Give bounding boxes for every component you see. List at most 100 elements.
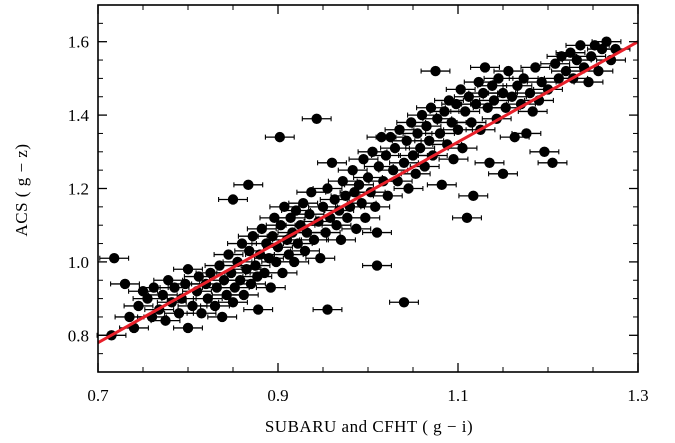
data-point bbox=[450, 106, 481, 117]
x-tick-label: 1.3 bbox=[627, 386, 648, 405]
point-marker bbox=[320, 227, 331, 238]
data-point bbox=[204, 260, 235, 271]
data-point bbox=[372, 190, 403, 202]
point-marker bbox=[322, 183, 333, 194]
data-point bbox=[186, 308, 217, 319]
point-marker bbox=[277, 267, 288, 279]
data-point bbox=[511, 128, 542, 139]
data-point bbox=[573, 76, 604, 88]
point-marker bbox=[274, 131, 285, 143]
data-point bbox=[296, 186, 327, 198]
point-marker bbox=[524, 87, 536, 99]
tick-labels: 0.7 0.9 1.1 1.3 0.8 1.0 1.2 1.4 1.6 bbox=[68, 33, 649, 405]
point-marker bbox=[244, 245, 255, 257]
point-marker bbox=[241, 264, 252, 275]
point-marker bbox=[236, 238, 248, 249]
point-marker bbox=[370, 201, 381, 213]
data-point bbox=[425, 128, 455, 139]
data-point bbox=[438, 153, 469, 165]
point-marker bbox=[335, 234, 347, 246]
point-marker bbox=[187, 300, 198, 312]
data-point bbox=[312, 304, 343, 315]
point-marker bbox=[308, 234, 320, 246]
data-point bbox=[360, 201, 391, 213]
point-marker bbox=[373, 161, 384, 172]
point-marker bbox=[133, 300, 144, 312]
data-point bbox=[305, 253, 336, 264]
data-point bbox=[344, 179, 374, 191]
data-point bbox=[219, 282, 250, 293]
data-point bbox=[362, 260, 392, 271]
data-point bbox=[348, 153, 379, 165]
data-point bbox=[357, 146, 388, 157]
point-marker bbox=[530, 62, 541, 73]
point-marker bbox=[452, 124, 464, 135]
point-marker bbox=[119, 278, 131, 290]
point-marker bbox=[403, 183, 414, 194]
point-marker bbox=[358, 153, 369, 165]
point-marker bbox=[424, 135, 435, 146]
point-marker bbox=[173, 308, 185, 319]
data-point bbox=[447, 142, 478, 154]
data-point bbox=[341, 223, 372, 235]
point-marker bbox=[160, 315, 171, 326]
point-marker bbox=[306, 186, 317, 198]
data-point bbox=[290, 245, 320, 257]
point-marker bbox=[351, 223, 362, 235]
point-marker bbox=[382, 190, 393, 202]
point-marker bbox=[223, 249, 234, 260]
data-point bbox=[301, 113, 332, 124]
point-marker bbox=[398, 157, 410, 169]
data-point bbox=[458, 190, 489, 202]
point-marker bbox=[439, 106, 450, 117]
point-marker bbox=[503, 65, 514, 77]
data-point bbox=[520, 62, 551, 73]
point-marker bbox=[250, 260, 261, 271]
point-marker bbox=[436, 179, 447, 191]
point-marker bbox=[394, 124, 405, 135]
data-point bbox=[246, 223, 277, 235]
data-point bbox=[508, 73, 539, 84]
point-marker bbox=[245, 278, 257, 290]
data-points bbox=[96, 36, 631, 341]
data-point bbox=[576, 51, 607, 62]
data-point bbox=[393, 183, 424, 194]
data-point bbox=[488, 168, 518, 180]
data-point bbox=[312, 183, 343, 194]
point-marker bbox=[182, 264, 194, 275]
point-marker bbox=[385, 131, 396, 143]
data-point bbox=[529, 146, 560, 157]
data-point bbox=[426, 179, 457, 191]
point-marker bbox=[211, 282, 222, 293]
data-point bbox=[414, 135, 445, 146]
point-marker bbox=[565, 47, 576, 58]
point-marker bbox=[142, 293, 153, 304]
point-marker bbox=[292, 238, 303, 249]
point-marker bbox=[560, 65, 572, 77]
point-marker bbox=[457, 142, 468, 154]
data-point bbox=[275, 212, 306, 224]
point-marker bbox=[289, 256, 300, 268]
point-marker bbox=[415, 142, 426, 154]
point-marker bbox=[285, 212, 296, 224]
data-point bbox=[147, 289, 178, 301]
point-marker bbox=[446, 117, 457, 128]
point-marker bbox=[482, 102, 493, 113]
data-point bbox=[456, 117, 487, 128]
point-marker bbox=[479, 62, 491, 73]
data-point bbox=[591, 36, 622, 47]
point-marker bbox=[367, 146, 378, 157]
point-marker bbox=[360, 212, 371, 224]
data-point bbox=[452, 212, 482, 224]
point-marker bbox=[196, 308, 207, 319]
data-point bbox=[228, 289, 259, 301]
data-point bbox=[110, 278, 140, 290]
data-point bbox=[470, 62, 500, 73]
point-marker bbox=[259, 267, 270, 279]
data-point bbox=[273, 249, 304, 260]
point-marker bbox=[267, 231, 278, 242]
point-marker bbox=[497, 87, 509, 99]
data-point bbox=[371, 150, 401, 161]
data-point bbox=[264, 131, 295, 143]
point-marker bbox=[205, 267, 216, 279]
